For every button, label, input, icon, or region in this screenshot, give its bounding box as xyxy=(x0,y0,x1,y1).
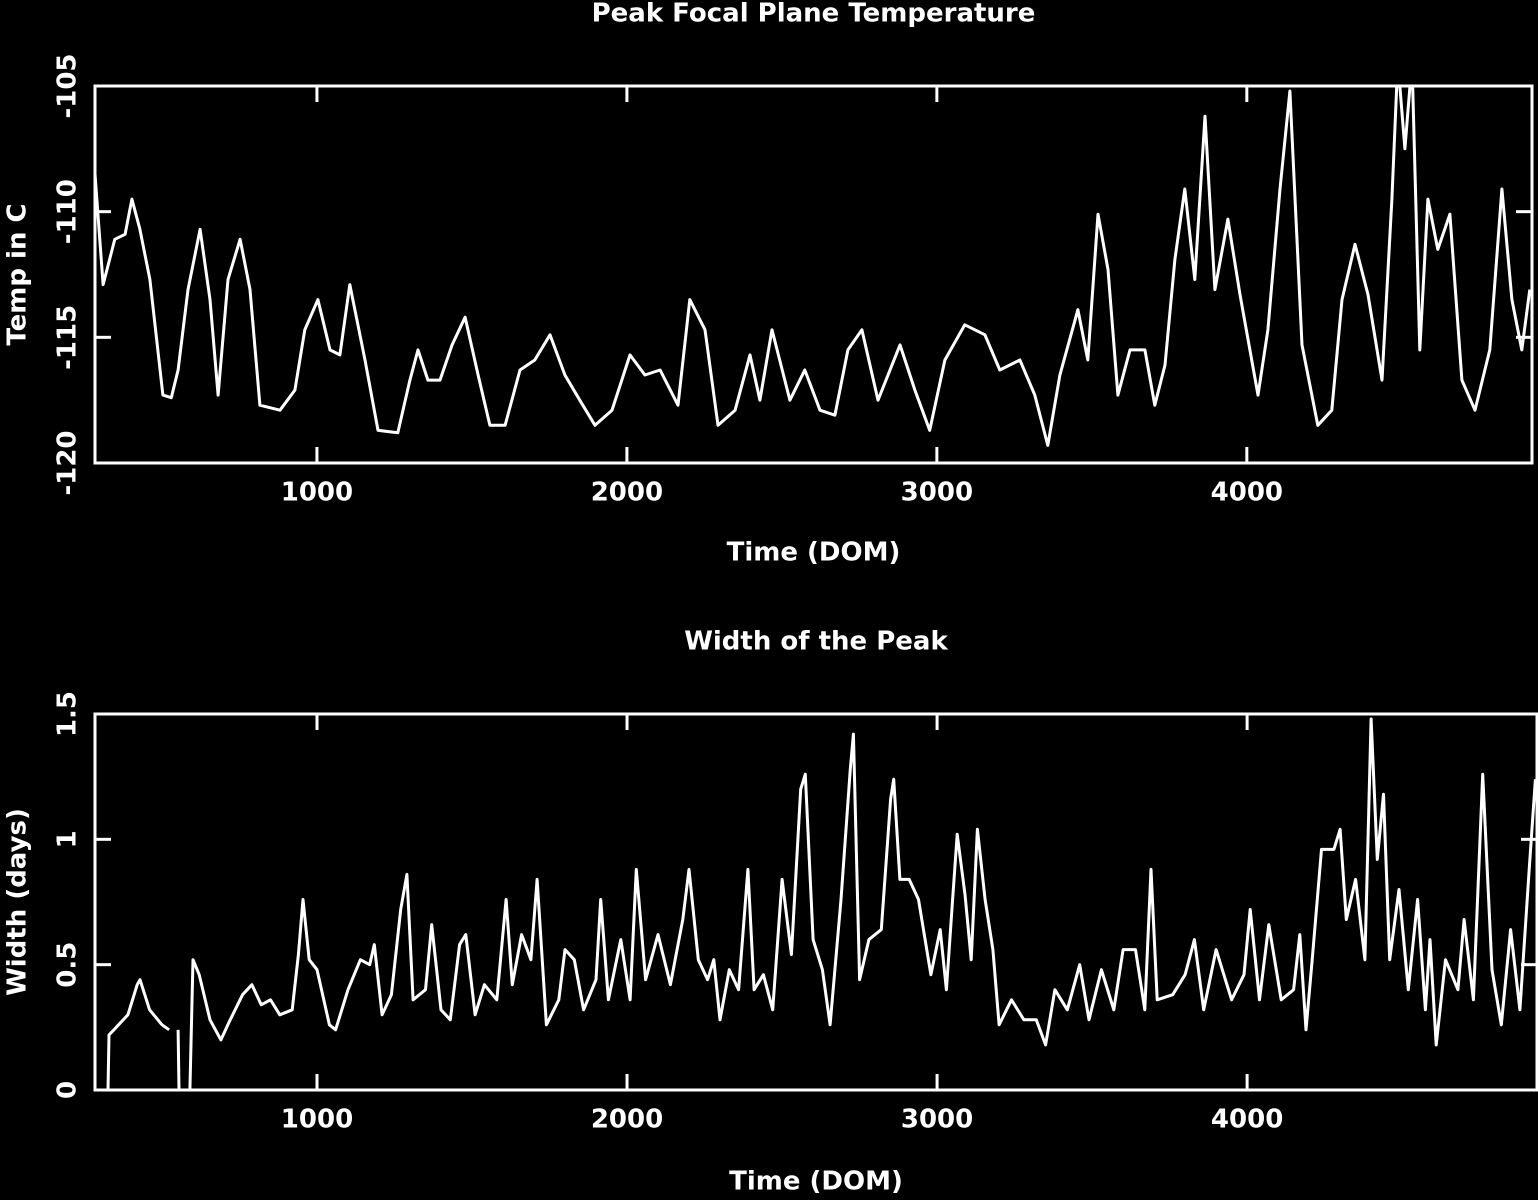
x-tick-label: 4000 xyxy=(1211,1105,1283,1135)
y-axis-label: Temp in C xyxy=(3,203,33,345)
chart-title: Peak Focal Plane Temperature xyxy=(592,0,1036,29)
plot-area xyxy=(95,86,1532,447)
y-tick-label: -115 xyxy=(53,305,83,370)
data-line xyxy=(95,86,1532,447)
x-axis-label: Time (DOM) xyxy=(727,538,901,568)
x-tick-label: 2000 xyxy=(591,1105,663,1135)
x-tick-label: 1000 xyxy=(281,1105,353,1135)
plot-area xyxy=(106,717,1537,1090)
x-axis-label: Time (DOM) xyxy=(729,1167,903,1197)
y-tick-label: -110 xyxy=(53,179,83,244)
data-line xyxy=(106,717,1537,1090)
x-tick-label: 1000 xyxy=(281,478,353,508)
y-tick-label: -120 xyxy=(53,430,83,495)
y-tick-label: 1 xyxy=(53,830,83,848)
y-tick-label: 0.5 xyxy=(53,942,83,988)
x-tick-label: 4000 xyxy=(1211,478,1283,508)
y-tick-label: 0 xyxy=(53,1081,83,1099)
x-tick-label: 3000 xyxy=(901,1105,973,1135)
y-axis-label: Width (days) xyxy=(3,808,33,996)
y-tick-label: -105 xyxy=(53,53,83,118)
x-tick-label: 2000 xyxy=(591,478,663,508)
plot-frame xyxy=(93,84,1534,465)
plot-frame xyxy=(93,712,1538,1092)
x-tick-label: 3000 xyxy=(901,478,973,508)
y-tick-label: 1.5 xyxy=(53,691,83,737)
chart-title: Width of the Peak xyxy=(684,627,948,657)
